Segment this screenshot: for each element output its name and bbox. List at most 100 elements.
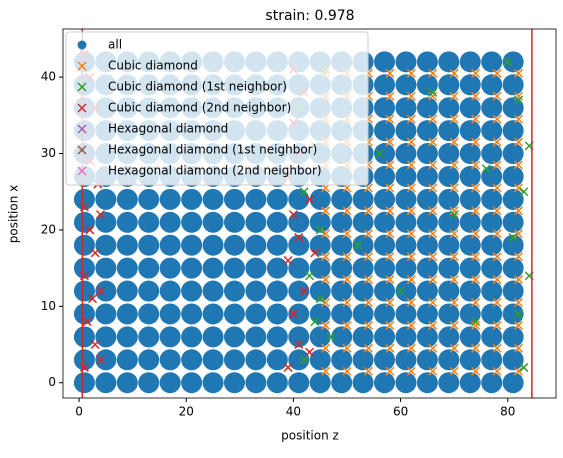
point bbox=[459, 303, 481, 325]
point bbox=[321, 275, 331, 285]
point bbox=[471, 252, 481, 262]
legend-marker bbox=[77, 61, 87, 71]
point bbox=[471, 366, 481, 376]
point bbox=[331, 188, 353, 210]
point bbox=[471, 160, 481, 170]
point bbox=[502, 211, 524, 233]
point bbox=[416, 303, 438, 325]
point bbox=[363, 252, 373, 262]
point bbox=[513, 229, 524, 239]
point bbox=[395, 349, 417, 371]
point bbox=[416, 165, 438, 187]
point bbox=[395, 211, 417, 233]
point bbox=[95, 257, 117, 279]
point bbox=[331, 326, 353, 348]
point bbox=[288, 257, 310, 279]
point bbox=[116, 372, 138, 394]
point bbox=[95, 286, 106, 296]
point bbox=[428, 229, 438, 239]
y-axis-label: position x bbox=[7, 185, 21, 243]
point bbox=[416, 51, 438, 73]
point bbox=[352, 372, 374, 394]
point bbox=[502, 51, 524, 73]
point bbox=[288, 349, 310, 371]
point bbox=[481, 74, 503, 96]
point bbox=[352, 326, 374, 348]
point bbox=[159, 188, 181, 210]
point bbox=[363, 366, 373, 376]
point bbox=[116, 234, 138, 256]
point bbox=[321, 366, 331, 376]
point bbox=[245, 211, 267, 233]
point bbox=[159, 303, 181, 325]
point bbox=[449, 114, 459, 124]
point bbox=[428, 297, 438, 308]
point bbox=[519, 187, 529, 197]
point bbox=[331, 234, 353, 256]
point bbox=[374, 148, 384, 159]
point bbox=[299, 187, 309, 197]
point bbox=[159, 234, 181, 256]
point bbox=[492, 343, 502, 353]
point bbox=[326, 332, 336, 342]
point bbox=[492, 137, 502, 147]
legend-marker bbox=[77, 145, 87, 155]
point bbox=[321, 206, 331, 216]
point bbox=[406, 183, 416, 193]
point bbox=[385, 343, 395, 353]
point bbox=[428, 320, 438, 330]
chart-title: strain: 0.978 bbox=[265, 8, 354, 24]
point bbox=[87, 294, 98, 304]
point bbox=[513, 343, 524, 353]
point bbox=[459, 97, 481, 119]
point bbox=[406, 68, 416, 78]
point bbox=[449, 275, 459, 285]
point bbox=[288, 372, 310, 394]
point bbox=[116, 211, 138, 233]
point bbox=[374, 120, 396, 142]
legend-label: Cubic diamond (2nd neighbor) bbox=[108, 101, 291, 115]
point bbox=[181, 372, 203, 394]
point bbox=[223, 349, 245, 371]
legend-label: Hexagonal diamond (2nd neighbor) bbox=[108, 164, 322, 178]
point bbox=[159, 349, 181, 371]
point bbox=[283, 255, 293, 266]
point bbox=[438, 349, 460, 371]
point bbox=[481, 97, 503, 119]
point bbox=[288, 280, 310, 302]
point bbox=[481, 211, 503, 233]
point bbox=[449, 183, 459, 193]
point bbox=[502, 303, 524, 325]
point bbox=[310, 317, 320, 327]
point bbox=[503, 57, 513, 67]
point bbox=[416, 372, 438, 394]
point bbox=[374, 51, 396, 73]
point bbox=[331, 372, 353, 394]
point bbox=[502, 188, 524, 210]
point bbox=[181, 349, 203, 371]
point bbox=[481, 51, 503, 73]
point bbox=[395, 165, 417, 187]
point bbox=[309, 372, 331, 394]
point bbox=[395, 303, 417, 325]
point bbox=[138, 234, 160, 256]
point bbox=[416, 188, 438, 210]
point bbox=[449, 297, 459, 308]
point bbox=[481, 326, 503, 348]
legend-box bbox=[65, 31, 369, 186]
point bbox=[385, 229, 395, 239]
point bbox=[492, 229, 502, 239]
x-tick-label: 0 bbox=[75, 405, 83, 419]
point bbox=[459, 326, 481, 348]
point bbox=[223, 257, 245, 279]
point bbox=[223, 211, 245, 233]
point bbox=[315, 225, 325, 235]
point bbox=[385, 137, 395, 147]
point bbox=[138, 349, 160, 371]
point bbox=[288, 309, 298, 319]
point bbox=[202, 211, 224, 233]
axes-frame bbox=[62, 28, 557, 399]
point bbox=[202, 349, 224, 371]
point bbox=[438, 280, 460, 302]
point bbox=[385, 160, 395, 170]
